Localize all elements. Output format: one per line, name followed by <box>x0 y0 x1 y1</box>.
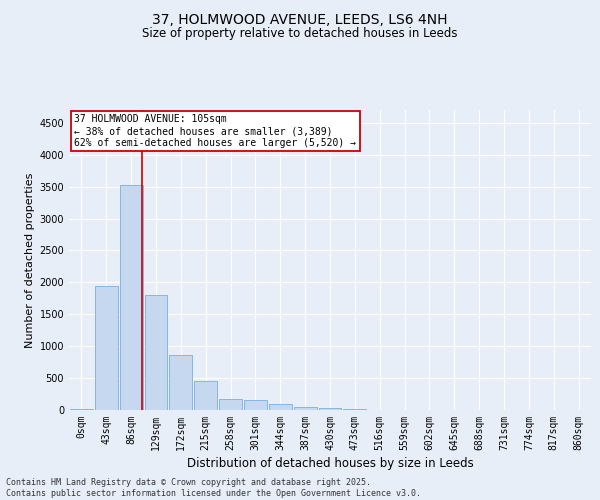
Y-axis label: Number of detached properties: Number of detached properties <box>25 172 35 348</box>
Bar <box>70 408 93 410</box>
Text: 37, HOLMWOOD AVENUE, LEEDS, LS6 4NH: 37, HOLMWOOD AVENUE, LEEDS, LS6 4NH <box>152 12 448 26</box>
Bar <box>120 186 143 410</box>
Bar <box>343 409 366 410</box>
Bar <box>95 286 118 410</box>
Bar <box>219 399 242 410</box>
Text: Size of property relative to detached houses in Leeds: Size of property relative to detached ho… <box>142 28 458 40</box>
Bar <box>319 408 341 410</box>
Bar <box>294 407 317 410</box>
Text: 37 HOLMWOOD AVENUE: 105sqm
← 38% of detached houses are smaller (3,389)
62% of s: 37 HOLMWOOD AVENUE: 105sqm ← 38% of deta… <box>74 114 356 148</box>
Bar <box>194 382 217 410</box>
Bar <box>169 356 192 410</box>
Bar <box>269 404 292 410</box>
X-axis label: Distribution of detached houses by size in Leeds: Distribution of detached houses by size … <box>187 457 473 470</box>
Bar <box>244 400 267 410</box>
Bar <box>145 295 167 410</box>
Text: Contains HM Land Registry data © Crown copyright and database right 2025.
Contai: Contains HM Land Registry data © Crown c… <box>6 478 421 498</box>
